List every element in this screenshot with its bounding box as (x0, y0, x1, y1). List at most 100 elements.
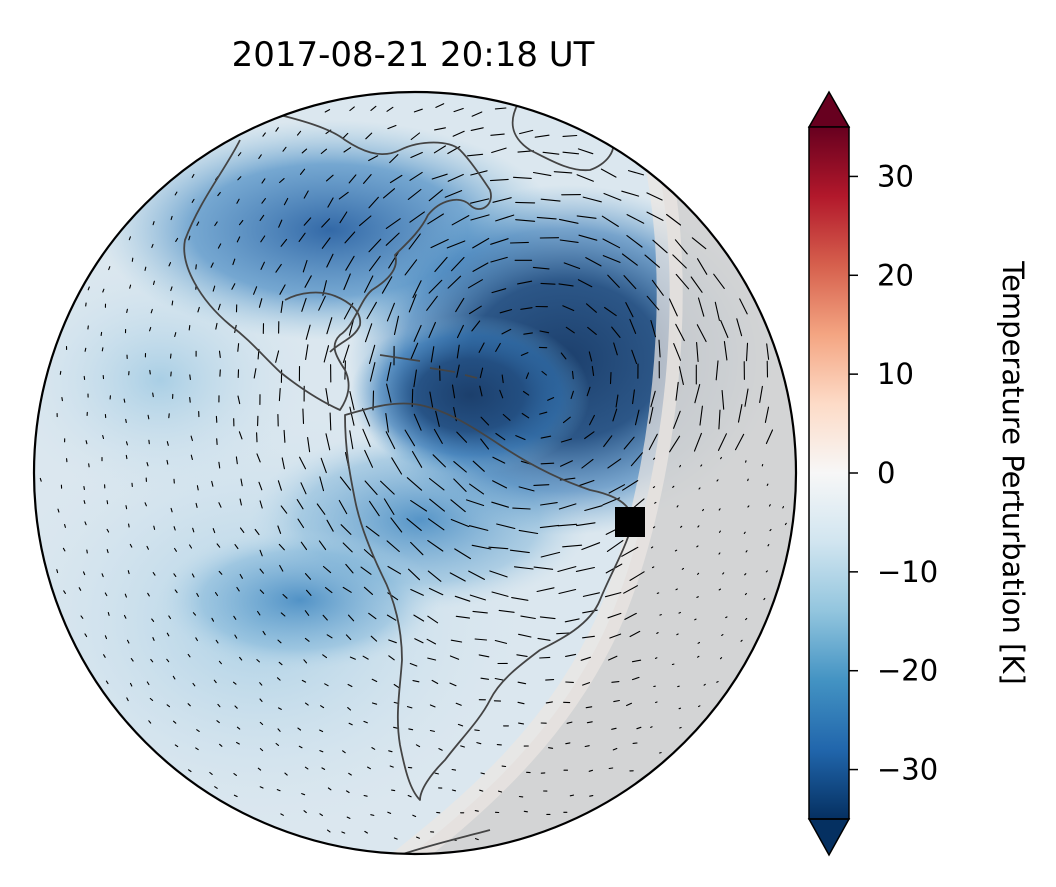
wind-arrow (509, 549, 530, 554)
wind-arrow (611, 681, 620, 683)
wind-arrow (217, 191, 221, 197)
wind-arrow (146, 462, 149, 467)
wind-arrow (175, 237, 179, 242)
wind-arrow (278, 661, 283, 666)
wind-arrow (547, 397, 555, 401)
wind-arrow (388, 639, 397, 644)
wind-arrow (650, 546, 654, 549)
wind-arrow (548, 747, 554, 749)
wind-arrow (296, 499, 304, 510)
wind-arrow (479, 367, 484, 379)
wind-arrow (342, 586, 352, 593)
wind-arrow (603, 435, 613, 448)
wind-arrow (305, 589, 312, 596)
wind-arrow (431, 173, 448, 180)
wind-arrow (578, 234, 598, 241)
wind-arrow (409, 211, 425, 223)
wind-arrow (474, 810, 479, 812)
wind-arrow (324, 587, 333, 594)
wind-arrow (349, 106, 355, 112)
wind-arrow (152, 280, 155, 286)
wind-arrow (480, 772, 485, 775)
wind-arrow (698, 487, 701, 490)
wind-arrow (100, 331, 103, 337)
wind-arrow (101, 573, 104, 578)
wind-arrow (581, 542, 601, 551)
wind-arrow (260, 261, 265, 270)
colorbar-extend-max (807, 90, 851, 128)
location-marker (615, 507, 645, 537)
wind-arrow (607, 458, 622, 469)
wind-arrow (150, 658, 154, 663)
wind-arrow (668, 298, 678, 317)
wind-arrow (300, 482, 307, 495)
wind-arrow (539, 411, 548, 415)
wind-arrow (471, 320, 481, 332)
wind-arrow (512, 176, 532, 179)
wind-arrow (467, 279, 483, 289)
wind-arrow (674, 239, 688, 255)
wind-arrow (171, 300, 174, 306)
wind-arrow (325, 433, 331, 451)
coastline-south-america (344, 402, 634, 801)
wind-arrow (234, 705, 238, 709)
wind-arrow (259, 786, 264, 789)
wind-arrow (495, 432, 506, 441)
wind-arrow (196, 729, 200, 732)
wind-arrow (166, 441, 169, 446)
wind-arrow (340, 524, 352, 535)
wind-arrow (277, 525, 282, 534)
wind-arrow (429, 498, 445, 512)
wind-arrow (540, 282, 556, 285)
wind-arrow (170, 215, 173, 221)
wind-arrow (325, 174, 334, 182)
wind-arrow (187, 703, 191, 707)
wind-arrow (744, 592, 747, 596)
wind-arrow (299, 168, 306, 175)
wind-arrow (624, 612, 637, 620)
wind-arrow (577, 148, 594, 155)
wind-arrow (83, 485, 85, 491)
wind-arrow (469, 483, 485, 495)
wind-arrow (407, 188, 422, 200)
wind-arrow (675, 323, 685, 342)
wind-arrow (702, 508, 705, 512)
wind-arrow (553, 171, 573, 174)
wind-arrow (432, 454, 446, 468)
wind-arrow (560, 438, 573, 443)
wind-arrow (609, 371, 612, 385)
wind-arrow (455, 615, 471, 619)
wind-arrow (501, 328, 512, 335)
wind-arrow (655, 701, 658, 704)
wind-arrow (348, 174, 357, 184)
wind-arrow (447, 173, 464, 182)
wind-arrow (718, 508, 721, 511)
wind-arrow (342, 750, 346, 754)
wind-arrow (658, 339, 661, 358)
wind-arrow (386, 302, 395, 322)
night-shade (380, 100, 796, 854)
wind-arrow (471, 544, 492, 550)
wind-arrow (740, 639, 743, 642)
wind-arrow (262, 630, 266, 636)
wind-arrow (606, 540, 624, 552)
wind-arrow (539, 524, 560, 529)
wind-arrow (239, 498, 242, 506)
wind-arrow (427, 615, 439, 624)
wind-arrow (564, 618, 580, 623)
wind-arrow (523, 332, 533, 335)
wind-arrow (232, 258, 236, 266)
wind-arrow (259, 589, 265, 594)
wind-arrow (630, 452, 643, 467)
wind-arrow (468, 525, 489, 531)
wind-arrow (713, 273, 725, 289)
wind-arrow (235, 456, 238, 465)
wind-arrow (303, 217, 312, 226)
wind-arrow (408, 233, 421, 250)
wind-arrow (582, 682, 591, 686)
wind-arrow (703, 683, 706, 686)
wind-arrow (744, 388, 749, 407)
wind-arrow (519, 129, 534, 135)
wind-arrow (278, 219, 283, 228)
wind-arrow (451, 768, 457, 771)
